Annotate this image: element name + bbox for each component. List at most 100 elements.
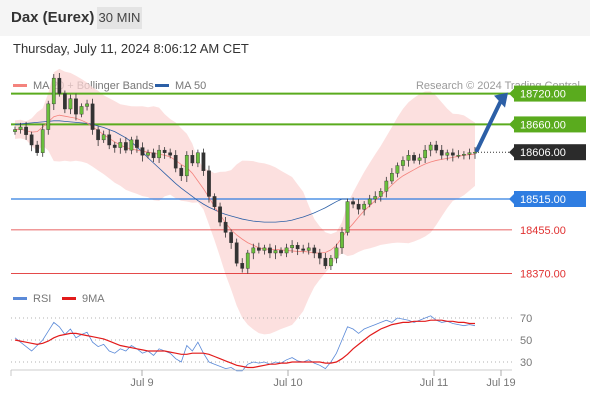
legend-ma50-swatch — [155, 83, 169, 87]
candle-body — [312, 247, 317, 254]
candle-body — [18, 126, 23, 130]
candle-body — [301, 248, 306, 251]
candle-body — [190, 155, 195, 164]
candle-body — [63, 93, 67, 110]
candle-body — [51, 77, 56, 105]
candle-body — [90, 103, 95, 130]
x-tick-label: Jul 19 — [486, 377, 515, 389]
current-price-label: 18606.00 — [520, 147, 566, 159]
candle-body — [168, 152, 173, 156]
candle-body — [157, 149, 161, 159]
legend-9ma: 9MA — [62, 293, 105, 305]
level-label-18515: 18515.00 — [520, 194, 566, 206]
candle-body — [384, 180, 389, 192]
rsi-tick-50: 50 — [520, 335, 532, 347]
candle-body — [40, 129, 45, 153]
candle-body — [329, 257, 333, 267]
candle-body — [240, 263, 245, 269]
candle-body — [434, 144, 439, 151]
candle-body — [112, 144, 117, 148]
level-tag-18515 — [514, 191, 586, 207]
candle-body — [123, 142, 128, 151]
candle-body — [146, 152, 150, 156]
candle-body — [373, 196, 378, 200]
level-tag-18720 — [514, 85, 586, 102]
rsi-9ma-line — [14, 319, 475, 369]
rsi-tick-30: 30 — [520, 357, 532, 369]
legend-9ma-swatch — [62, 296, 76, 300]
candle-body — [473, 151, 477, 154]
rsi-line — [14, 315, 476, 372]
candle-body — [428, 144, 433, 151]
candle-body — [273, 250, 278, 254]
level-label-18370: 18370.00 — [520, 269, 566, 281]
candle-body — [439, 149, 444, 156]
level-tag-18660 — [514, 116, 586, 133]
candle-body — [13, 129, 17, 132]
candle-body — [390, 173, 394, 182]
candle-body — [162, 149, 167, 153]
candle-body — [68, 98, 73, 110]
candle-body — [423, 149, 427, 159]
candle-body — [417, 157, 422, 161]
candle-body — [57, 77, 62, 94]
candle-body — [96, 129, 100, 141]
candle-body — [362, 203, 367, 210]
header-bar: Dax (Eurex) 30 MIN — [0, 0, 590, 36]
candle-body — [179, 167, 184, 177]
candle-body — [412, 155, 416, 161]
ma50-line — [14, 120, 348, 223]
candle-body — [107, 134, 112, 146]
candle-body — [340, 232, 344, 249]
candle-body — [284, 247, 289, 254]
candle-body — [450, 152, 455, 156]
timeframe-selector[interactable]: 30 MIN — [97, 7, 142, 29]
candle-body — [101, 134, 106, 141]
legend-ma20-swatch — [13, 83, 27, 87]
candle-body — [445, 152, 450, 156]
candle-body — [406, 155, 411, 161]
candle-body — [79, 106, 84, 115]
x-tick-label: Jul 9 — [130, 377, 153, 389]
instrument-title: Dax (Eurex) — [11, 9, 95, 26]
candle-body — [135, 139, 139, 148]
candle-body — [184, 155, 189, 177]
candle-body — [151, 152, 156, 159]
candle-body — [46, 103, 51, 130]
candle-body — [378, 191, 383, 197]
candle-body — [395, 165, 400, 174]
candle-body — [85, 103, 89, 107]
candle-body — [218, 206, 222, 223]
legend-rsi: RSI — [13, 293, 51, 305]
level-label-18720: 18720.00 — [520, 89, 566, 101]
candle-body — [317, 252, 322, 259]
candle-body — [351, 201, 355, 205]
legend-rsi-label: RSI — [33, 293, 52, 305]
candle-body — [256, 247, 261, 251]
candle-body — [234, 242, 239, 264]
candle-body — [334, 247, 339, 259]
candle-body — [290, 245, 294, 249]
candle-body — [207, 170, 211, 197]
candle-body — [467, 152, 472, 155]
candle-body — [262, 247, 267, 251]
legend-9ma-label: 9MA — [82, 293, 105, 305]
candle-body — [74, 98, 78, 115]
candle-body — [345, 201, 350, 233]
candle-body — [29, 134, 34, 146]
current-price-pointer — [509, 147, 514, 158]
candle-body — [401, 160, 405, 166]
candle-body — [173, 155, 178, 169]
candle-body — [212, 196, 217, 207]
candle-body — [201, 152, 206, 171]
candle-body — [367, 198, 372, 205]
datetime-label: Thursday, July 11, 2024 8:06:12 AM CET — [13, 41, 249, 56]
level-tag-pointer — [509, 194, 514, 204]
level-label-18660: 18660.00 — [520, 119, 566, 131]
level-tag-pointer — [509, 119, 514, 130]
forecast-arrow-head — [494, 92, 508, 108]
candle-body — [118, 142, 123, 148]
candle-body — [323, 257, 328, 267]
candle-body — [251, 247, 256, 254]
